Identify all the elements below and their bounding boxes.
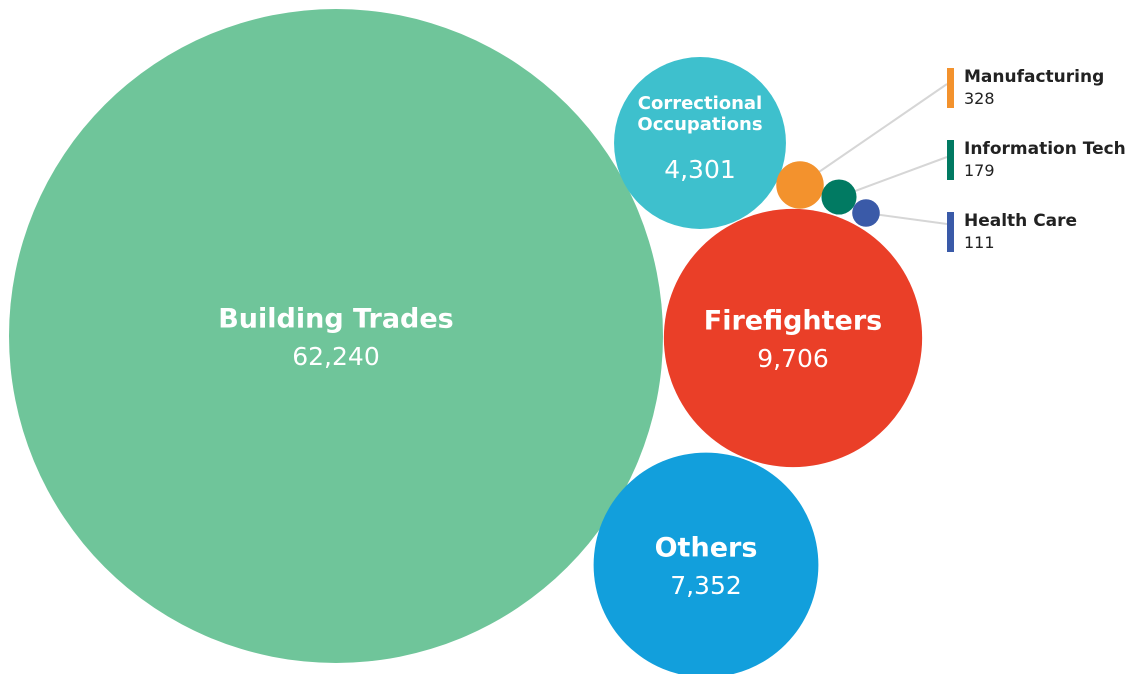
others-value: 7,352	[670, 571, 742, 600]
information-tech-callout-label: Information Tech	[964, 139, 1126, 159]
manufacturing-callout-label: Manufacturing	[964, 67, 1104, 87]
others-bubble	[593, 452, 819, 674]
health-care-bubble	[852, 199, 880, 227]
health-care-callout-value: 111	[964, 233, 995, 252]
firefighters-value: 9,706	[757, 344, 829, 373]
information-tech-connector-line	[838, 156, 948, 198]
information-tech-bubble	[821, 179, 857, 215]
manufacturing-callout-value: 328	[964, 89, 995, 108]
building-trades-bubble	[9, 9, 663, 663]
health-care-legend-bar	[947, 212, 954, 252]
firefighters-bubble	[663, 208, 923, 468]
correctional-occupations-bubble	[614, 57, 786, 229]
correctional-occupations-label-line-2: Occupations	[637, 114, 762, 135]
health-care-callout-label: Health Care	[964, 211, 1077, 231]
manufacturing-connector-line	[799, 83, 948, 186]
others-label: Others	[655, 533, 758, 564]
correctional-occupations-label-line-1: Correctional	[638, 93, 762, 114]
manufacturing-bubble	[776, 161, 824, 209]
information-tech-callout-value: 179	[964, 161, 995, 180]
building-trades-label: Building Trades	[218, 304, 454, 335]
correctional-occupations-value: 4,301	[664, 155, 736, 184]
correctional-occupations-label: Correctional Occupations	[637, 93, 762, 135]
building-trades-value: 62,240	[292, 342, 379, 371]
firefighters-label: Firefighters	[704, 306, 883, 337]
manufacturing-legend-bar	[947, 68, 954, 108]
information-tech-legend-bar	[947, 140, 954, 180]
